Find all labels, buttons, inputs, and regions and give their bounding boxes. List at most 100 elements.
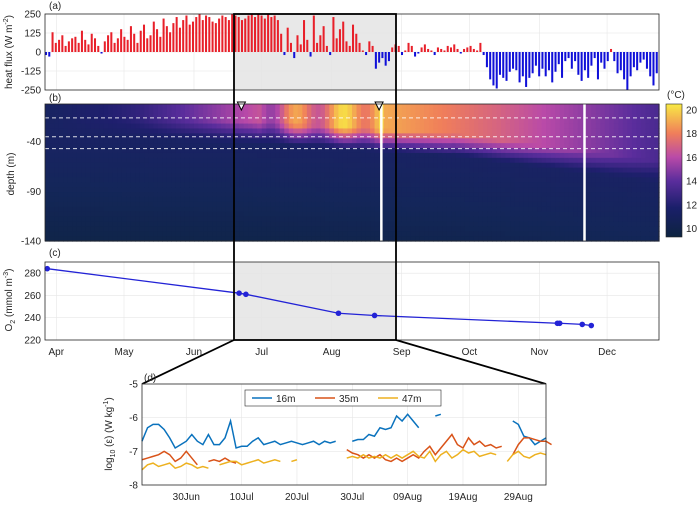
- heatmap-cell: [631, 226, 638, 232]
- heatmap-cell: [94, 133, 100, 139]
- heatmap-cell: [288, 152, 294, 159]
- heatmap-cell: [550, 236, 556, 242]
- heatmap-cell: [541, 172, 547, 178]
- heatmap-cell: [216, 108, 222, 115]
- heatmap-cell: [184, 172, 191, 178]
- heatmap-cell: [148, 118, 154, 125]
- heatmap-cell: [203, 182, 209, 188]
- heatmap-cell: [645, 236, 651, 242]
- heatmap-cell: [108, 162, 114, 169]
- heatmap-cell: [622, 226, 628, 232]
- heatmap-cell: [415, 162, 421, 169]
- heatmap-cell: [81, 118, 87, 125]
- heatmap-cell: [573, 196, 579, 203]
- heatmap-cell: [153, 216, 159, 223]
- heatmap-cell: [541, 196, 547, 203]
- heatmap-cell: [591, 113, 597, 120]
- heat-flux-bar: [244, 18, 247, 53]
- heatmap-cell: [153, 133, 159, 139]
- heatmap-cell: [198, 128, 204, 134]
- heatmap-cell: [627, 216, 633, 223]
- heatmap-cell: [618, 138, 624, 144]
- heatmap-cell: [631, 148, 638, 154]
- heatmap-cell: [320, 108, 326, 115]
- heatmap-cell: [586, 221, 592, 227]
- heatmap-cell: [153, 143, 159, 149]
- b-ytick-label: -90: [27, 187, 42, 198]
- heatmap-cell: [595, 152, 601, 159]
- heatmap-cell: [216, 143, 222, 149]
- heatmap-cell: [510, 138, 516, 144]
- legend-box: [244, 389, 442, 407]
- heatmap-cell: [275, 108, 281, 115]
- heatmap-cell: [361, 167, 367, 174]
- heatmap-cell: [252, 196, 258, 203]
- heatmap-cell: [433, 138, 439, 144]
- heatmap-cell: [586, 104, 592, 110]
- heat-flux-bar: [521, 52, 524, 77]
- heatmap-cell: [654, 211, 660, 218]
- heatmap-cell: [130, 104, 136, 110]
- heatmap-cell: [478, 128, 484, 134]
- heatmap-cell: [315, 216, 321, 223]
- heatmap-cell: [428, 157, 434, 164]
- heatmap-cell: [189, 206, 195, 213]
- heatmap-cell: [216, 118, 222, 125]
- heatmap-cell: [320, 123, 326, 130]
- heatmap-cell: [49, 148, 55, 154]
- heatmap-cell: [645, 206, 651, 213]
- heatmap-cell: [496, 187, 502, 193]
- heatmap-cell: [306, 108, 312, 115]
- heatmap-cell: [157, 221, 163, 227]
- heatmap-cell: [613, 118, 619, 125]
- heatmap-cell: [473, 118, 480, 125]
- heatmap-cell: [352, 182, 358, 188]
- heatmap-cell: [573, 236, 579, 242]
- heatmap-cell: [329, 172, 335, 178]
- heatmap-cell: [609, 172, 615, 178]
- heatmap-cell: [54, 162, 60, 169]
- heatmap-cell: [591, 201, 597, 208]
- heatmap-cell: [514, 133, 520, 139]
- heatmap-cell: [58, 167, 64, 174]
- heatmap-cell: [117, 216, 123, 223]
- heatmap-cell: [230, 187, 236, 193]
- heat-flux-bar: [603, 52, 606, 69]
- heatmap-cell: [397, 133, 403, 139]
- heatmap-cell: [76, 167, 82, 174]
- heatmap-cell: [63, 211, 69, 218]
- heatmap-cell: [329, 123, 335, 130]
- heatmap-cell: [189, 192, 195, 198]
- heatmap-cell: [234, 167, 240, 174]
- heatmap-cell: [383, 143, 389, 149]
- heatmap-cell: [609, 157, 615, 164]
- heatmap-cell: [324, 231, 331, 237]
- heatmap-cell: [90, 231, 96, 237]
- heatmap-cell: [631, 221, 638, 227]
- heatmap-cell: [320, 216, 326, 223]
- heatmap-cell: [252, 143, 258, 149]
- heatmap-cell: [654, 113, 660, 120]
- heatmap-cell: [58, 157, 64, 164]
- heatmap-cell: [487, 152, 493, 159]
- heatmap-cell: [175, 162, 182, 169]
- heatmap-cell: [103, 138, 109, 144]
- heatmap-cell: [148, 133, 154, 139]
- heatmap-cell: [428, 231, 434, 237]
- heatmap-cell: [180, 162, 186, 169]
- colorbar-unit: (°C): [667, 90, 685, 101]
- heatmap-cell: [654, 177, 660, 183]
- heatmap-cell: [500, 196, 507, 203]
- heatmap-cell: [500, 231, 507, 237]
- heatmap-cell: [184, 157, 191, 164]
- heatmap-cell: [248, 172, 254, 178]
- heat-flux-bar: [574, 52, 577, 62]
- heatmap-cell: [519, 152, 525, 159]
- heatmap-cell: [139, 196, 145, 203]
- heatmap-cell: [496, 123, 502, 130]
- heatmap-cell: [72, 123, 78, 130]
- x-tick-label: May: [115, 347, 134, 358]
- heatmap-cell: [130, 162, 136, 169]
- heatmap-cell: [397, 157, 403, 164]
- heatmap-cell: [67, 177, 73, 183]
